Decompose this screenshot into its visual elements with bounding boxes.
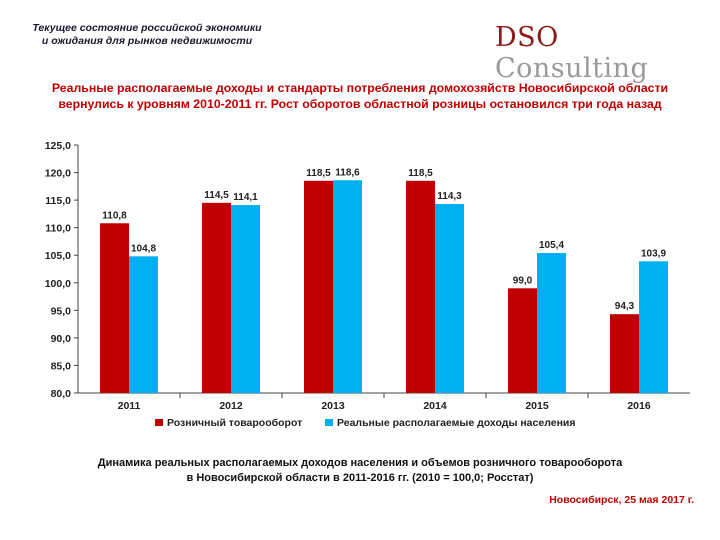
legend-label: Розничный товарооборот (167, 417, 302, 429)
data-label: 105,4 (539, 240, 564, 251)
x-tick-label: 2016 (627, 400, 651, 412)
data-label: 118,5 (408, 168, 433, 179)
data-label: 103,9 (641, 248, 666, 259)
data-label: 104,8 (131, 243, 156, 254)
subtitle-line-1: Текущее состояние российской экономики (32, 22, 262, 34)
y-tick-label: 80,0 (51, 388, 72, 400)
x-tick-label: 2012 (219, 400, 243, 412)
data-label: 94,3 (615, 301, 635, 312)
data-label: 99,0 (513, 275, 533, 286)
y-tick-label: 125,0 (45, 140, 71, 152)
bar-income (231, 205, 260, 393)
data-label: 110,8 (102, 210, 127, 221)
caption-line-2: в Новосибирской области в 2011-2016 гг. … (186, 472, 534, 484)
y-tick-label: 85,0 (51, 360, 72, 372)
bar-retail (202, 202, 231, 393)
x-tick-label: 2015 (525, 400, 549, 412)
company-logo: DSO Consulting (495, 22, 720, 84)
logo-rest: Consulting (495, 53, 649, 84)
y-tick-label: 95,0 (51, 305, 72, 317)
subtitle-line-2: и ожидания для рынков недвижимости (41, 35, 253, 47)
chart-caption: Динамика реальных располагаемых доходов … (40, 456, 680, 486)
bar-income (129, 256, 158, 393)
y-tick-label: 110,0 (45, 223, 71, 235)
data-label: 118,5 (306, 168, 331, 179)
presentation-subtitle: Текущее состояние российской экономики и… (22, 22, 272, 48)
y-tick-label: 105,0 (45, 250, 71, 262)
bar-retail (304, 180, 333, 393)
bar-income (537, 253, 566, 393)
bar-retail (406, 180, 435, 393)
x-tick-label: 2011 (118, 400, 141, 412)
slide-headline: Реальные располагаемые доходы и стандарт… (51, 81, 669, 111)
legend-label: Реальные располагаемые доходы населения (337, 417, 576, 429)
x-tick-label: 2013 (321, 400, 345, 412)
bar-income (435, 203, 464, 393)
data-label: 118,6 (335, 167, 360, 178)
logo-brand: DSO (495, 22, 559, 53)
bar-income (333, 180, 362, 393)
bar-income (639, 261, 668, 393)
data-label: 114,3 (437, 191, 462, 202)
y-tick-label: 120,0 (45, 168, 71, 180)
y-tick-label: 100,0 (45, 278, 71, 290)
data-label: 114,5 (204, 190, 229, 201)
footer-date: Новосибирск, 25 мая 2017 г. (549, 494, 694, 506)
legend-swatch (325, 419, 333, 426)
y-tick-label: 115,0 (45, 195, 71, 207)
y-tick-label: 90,0 (51, 333, 72, 345)
bar-retail (508, 288, 537, 393)
data-label: 114,1 (233, 192, 258, 203)
caption-line-1: Динамика реальных располагаемых доходов … (97, 457, 623, 469)
bar-retail (100, 223, 129, 393)
legend-swatch (155, 419, 163, 426)
bar-retail (610, 314, 639, 393)
x-tick-label: 2014 (423, 400, 447, 412)
